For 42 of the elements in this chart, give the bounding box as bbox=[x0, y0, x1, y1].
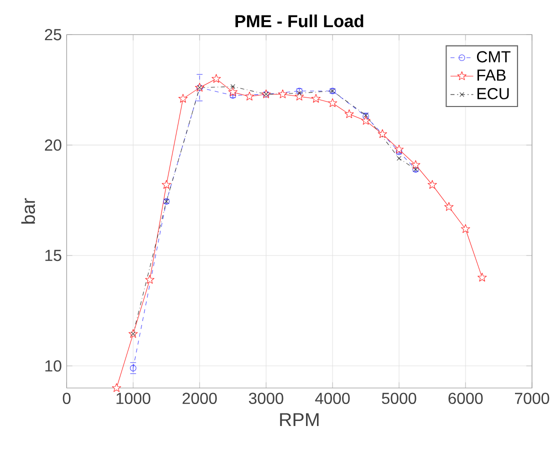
y-tick-label: 20 bbox=[44, 139, 62, 151]
x-axis-title: RPM bbox=[280, 413, 319, 426]
point bbox=[428, 180, 437, 189]
legend-label: CMT bbox=[477, 51, 510, 62]
x-tick-label: 0 bbox=[62, 392, 70, 404]
point bbox=[394, 144, 404, 154]
point bbox=[311, 94, 321, 103]
point bbox=[230, 84, 236, 89]
x-tick-label: 6000 bbox=[448, 392, 483, 404]
point bbox=[460, 224, 470, 233]
point bbox=[178, 94, 188, 103]
point bbox=[361, 116, 370, 125]
point bbox=[228, 87, 238, 96]
x-tick-label: 7000 bbox=[515, 392, 550, 404]
chart-title: PME - Full Load bbox=[235, 14, 364, 28]
x-tick-label: 1000 bbox=[116, 392, 150, 404]
point bbox=[378, 129, 388, 138]
point bbox=[296, 90, 302, 96]
point bbox=[130, 332, 136, 336]
y-tick-label: 25 bbox=[44, 29, 62, 40]
x-tick-label: 4000 bbox=[315, 392, 350, 404]
point bbox=[444, 202, 454, 211]
point bbox=[244, 92, 254, 100]
point bbox=[112, 383, 122, 392]
y-axis-title: bar bbox=[21, 198, 36, 224]
point bbox=[478, 272, 487, 282]
legend-label: FAB bbox=[478, 70, 506, 81]
x-tick-label: 5000 bbox=[382, 392, 416, 404]
point bbox=[344, 109, 354, 118]
point bbox=[328, 98, 338, 108]
point bbox=[294, 92, 304, 100]
y-tick-label: 15 bbox=[45, 250, 62, 262]
point bbox=[145, 274, 154, 284]
y-tick-label: 10 bbox=[45, 360, 62, 372]
point bbox=[162, 180, 171, 189]
x-tick-label: 2000 bbox=[182, 392, 217, 404]
legend-label: ECU bbox=[478, 88, 509, 100]
point bbox=[212, 74, 221, 83]
point bbox=[130, 364, 136, 372]
point bbox=[278, 89, 288, 98]
x-tick-label: 3000 bbox=[248, 392, 284, 404]
point bbox=[411, 160, 420, 169]
